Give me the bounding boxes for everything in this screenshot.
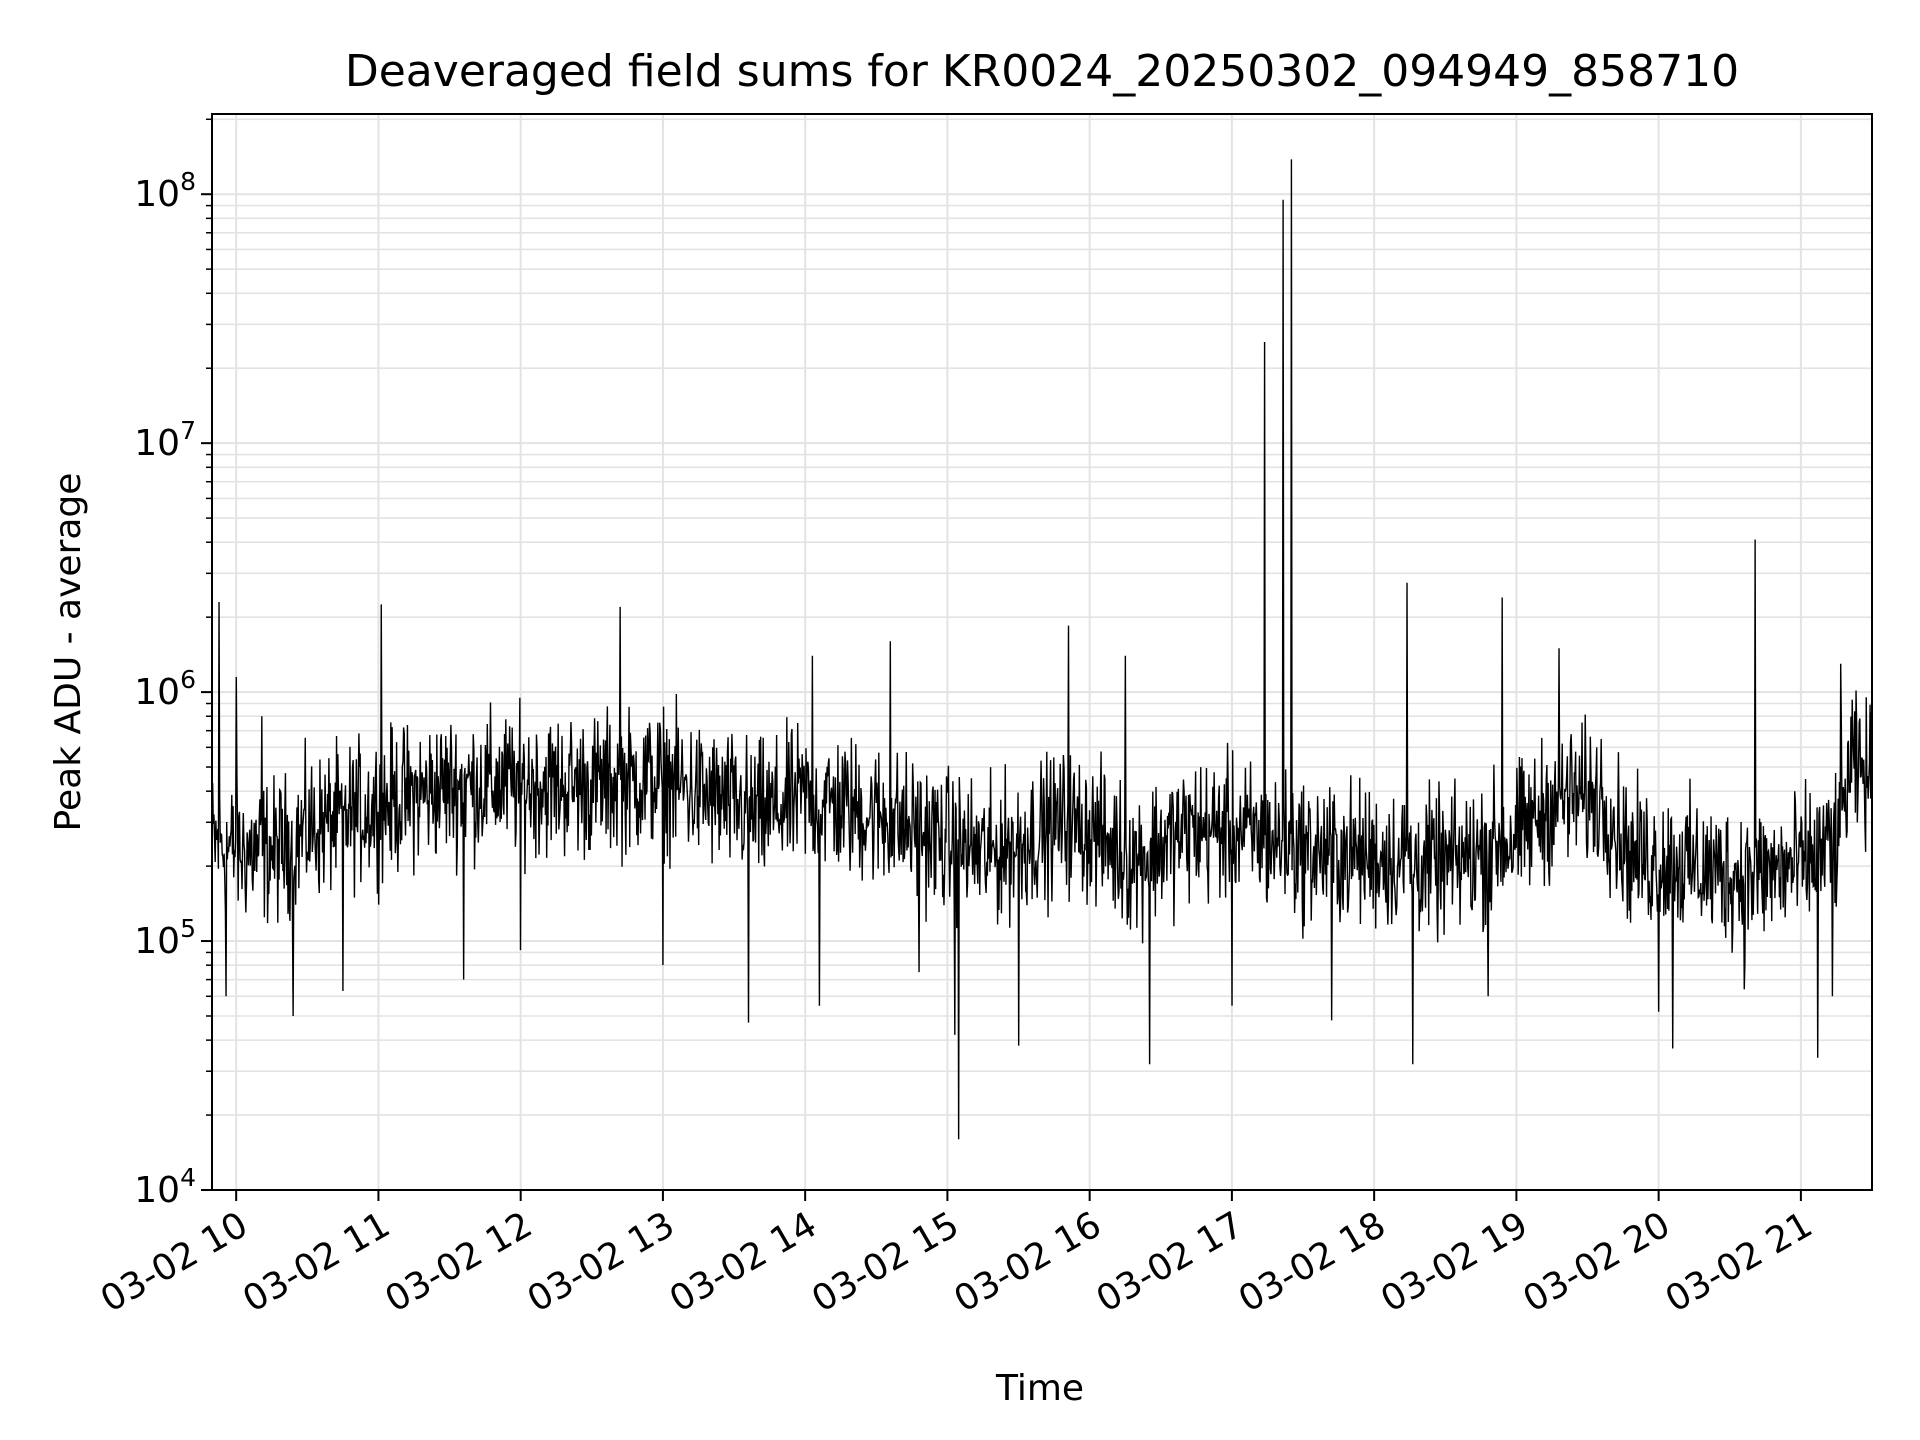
y-tick-label: 108 bbox=[134, 167, 196, 215]
series-group bbox=[211, 159, 1873, 1140]
series-line bbox=[211, 159, 1873, 1140]
x-axis-label: Time bbox=[995, 1368, 1084, 1409]
y-axis-label: Peak ADU - average bbox=[48, 473, 89, 832]
x-grid bbox=[235, 114, 1802, 1190]
chart-title: Deaveraged field sums for KR0024_2025030… bbox=[345, 46, 1739, 97]
y-tick-label: 106 bbox=[134, 665, 196, 713]
y-axis: 104 105 106 107 108 bbox=[134, 118, 212, 1211]
y-tick-label: 107 bbox=[134, 416, 196, 464]
plot-frame bbox=[211, 113, 1873, 1191]
y-tick-label: 104 bbox=[134, 1163, 196, 1211]
y-grid bbox=[212, 118, 1872, 1191]
y-tick-label: 105 bbox=[134, 914, 196, 962]
